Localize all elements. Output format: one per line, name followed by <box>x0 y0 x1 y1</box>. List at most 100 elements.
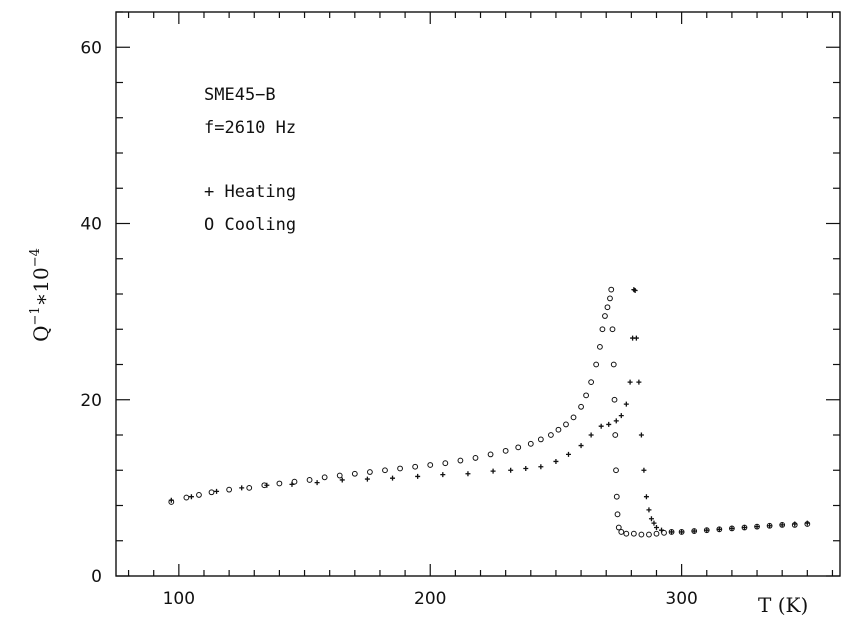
y-axis-title-base: Q <box>29 325 53 341</box>
heating-point-49 <box>779 522 785 528</box>
y-axis-title-sup1: −1 <box>28 306 43 325</box>
cooling-point-60 <box>729 525 735 532</box>
heating-point-38 <box>653 525 659 531</box>
cooling-point-0 <box>168 499 175 505</box>
cooling-point-13 <box>367 469 373 475</box>
heating-point-42 <box>691 528 697 534</box>
heating-point-37 <box>651 520 657 526</box>
cooling-point-3 <box>208 489 215 496</box>
y-tick-label-60: 60 <box>80 38 102 58</box>
heating-point-8 <box>364 476 370 482</box>
cooling-point-49 <box>623 530 630 537</box>
cooling-points <box>168 286 811 538</box>
cooling-point-28 <box>563 421 569 428</box>
heating-point-23 <box>613 418 619 424</box>
y-tick-label-40: 40 <box>80 215 102 235</box>
heating-point-22 <box>606 421 612 427</box>
cooling-point-65 <box>791 521 798 528</box>
cooling-point-55 <box>668 529 675 535</box>
sample-annotation: SME45−B <box>204 85 276 105</box>
cooling-point-22 <box>502 447 509 454</box>
cooling-point-2 <box>196 492 202 498</box>
heating-point-43 <box>704 527 710 533</box>
cooling-point-43 <box>612 432 619 438</box>
y-axis-title-mid: ∗10 <box>29 267 53 306</box>
cooling-point-66 <box>804 521 811 527</box>
cooling-point-48 <box>618 529 625 535</box>
cooling-point-17 <box>427 462 434 468</box>
heating-point-10 <box>415 473 421 479</box>
x-tick-label-100: 100 <box>163 589 195 609</box>
heating-point-33 <box>641 467 647 473</box>
heating-points <box>168 287 810 535</box>
cooling-point-7 <box>276 480 283 487</box>
heating-point-1 <box>188 494 194 500</box>
cooling-point-19 <box>457 457 464 464</box>
x-axis-title: T (K) <box>758 593 808 617</box>
cooling-point-10 <box>321 474 328 481</box>
cooling-point-44 <box>613 467 619 474</box>
heating-point-9 <box>390 475 396 481</box>
heating-point-11 <box>440 472 446 478</box>
cooling-point-29 <box>570 414 577 421</box>
cooling-point-18 <box>442 460 449 467</box>
cooling-point-51 <box>638 531 645 538</box>
y-tick-label-0: 0 <box>91 567 102 587</box>
heating-point-24 <box>618 413 624 419</box>
cooling-point-32 <box>588 379 595 386</box>
cooling-point-57 <box>691 528 698 534</box>
heating-point-36 <box>648 516 654 522</box>
y-tick-label-20: 20 <box>80 391 102 411</box>
heating-point-25 <box>623 401 629 407</box>
heating-point-35 <box>646 507 652 513</box>
heating-point-30 <box>633 335 639 341</box>
y-axis-title: Q−1∗10−4 <box>28 248 53 342</box>
heating-point-6 <box>314 480 320 486</box>
heating-point-3 <box>239 485 245 491</box>
legend-cooling: O Cooling <box>204 215 296 235</box>
cooling-point-25 <box>537 436 544 443</box>
cooling-point-46 <box>614 511 621 518</box>
heating-point-40 <box>669 529 675 535</box>
cooling-point-1 <box>183 494 190 501</box>
cooling-point-39 <box>608 286 615 293</box>
heating-point-31 <box>636 379 642 385</box>
cooling-point-15 <box>397 465 403 472</box>
heating-point-20 <box>588 432 594 438</box>
heating-point-21 <box>598 423 604 429</box>
heating-point-47 <box>754 524 760 530</box>
cooling-point-64 <box>779 521 786 528</box>
cooling-point-45 <box>613 493 620 500</box>
cooling-point-38 <box>607 295 613 302</box>
heating-point-44 <box>716 526 722 532</box>
cooling-point-35 <box>599 326 606 333</box>
cooling-point-4 <box>226 486 233 493</box>
heating-point-46 <box>741 525 747 531</box>
heating-point-45 <box>729 525 735 531</box>
cooling-point-36 <box>602 313 608 319</box>
svg-text:Q−1∗10−4: Q−1∗10−4 <box>28 248 53 342</box>
heating-point-2 <box>214 488 220 494</box>
cooling-point-20 <box>472 455 479 461</box>
cooling-point-24 <box>527 440 534 447</box>
legend-heating: + Heating <box>204 182 296 202</box>
cooling-point-34 <box>597 343 603 350</box>
x-tick-label-200: 200 <box>414 589 446 609</box>
heating-point-15 <box>523 465 529 471</box>
heating-point-16 <box>538 464 544 470</box>
cooling-point-59 <box>716 526 723 533</box>
cooling-point-40 <box>609 326 616 333</box>
cooling-point-16 <box>412 463 419 470</box>
heating-point-13 <box>490 468 496 474</box>
heating-point-34 <box>643 494 649 500</box>
tick-labels: 100 200 300 0 20 40 60 <box>80 38 697 609</box>
y-axis-title-sup2: −4 <box>28 248 43 267</box>
cooling-point-31 <box>583 392 589 399</box>
cooling-point-47 <box>615 524 622 531</box>
cooling-point-41 <box>610 361 617 368</box>
cooling-point-11 <box>336 472 343 479</box>
heating-point-29 <box>632 287 638 293</box>
cooling-point-9 <box>306 477 313 483</box>
cooling-point-63 <box>766 522 773 529</box>
